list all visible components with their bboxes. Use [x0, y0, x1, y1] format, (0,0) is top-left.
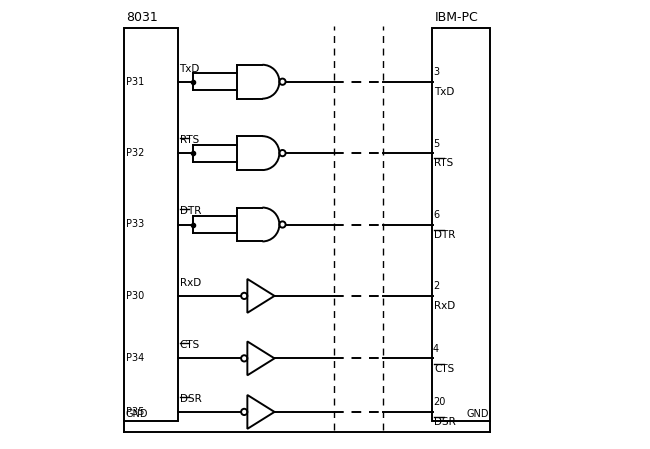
FancyBboxPatch shape	[432, 28, 490, 421]
Text: IBM-PC: IBM-PC	[434, 11, 478, 24]
Text: DTR: DTR	[434, 230, 455, 240]
FancyBboxPatch shape	[124, 28, 177, 421]
Text: RxD: RxD	[434, 301, 455, 311]
Text: 20: 20	[433, 397, 445, 407]
Text: GND: GND	[125, 409, 148, 418]
Text: P31: P31	[127, 77, 145, 87]
Text: 5: 5	[433, 139, 439, 149]
Text: RTS: RTS	[434, 158, 453, 168]
Text: GND: GND	[467, 409, 489, 418]
Text: CTS: CTS	[179, 340, 200, 350]
Text: RxD: RxD	[179, 278, 201, 288]
Text: P30: P30	[127, 291, 145, 301]
Text: 4: 4	[433, 344, 439, 354]
Text: 2: 2	[433, 282, 439, 291]
Text: RTS: RTS	[179, 135, 199, 145]
Text: DSR: DSR	[434, 417, 456, 427]
Text: P32: P32	[127, 148, 145, 158]
Text: P33: P33	[127, 220, 145, 229]
Text: P35: P35	[127, 407, 145, 417]
Text: DSR: DSR	[179, 394, 202, 404]
Text: 8031: 8031	[127, 11, 158, 24]
Text: DTR: DTR	[179, 207, 201, 216]
Text: 3: 3	[433, 67, 439, 77]
Text: 6: 6	[433, 210, 439, 220]
Text: CTS: CTS	[434, 364, 454, 374]
Text: TxD: TxD	[434, 87, 454, 97]
Text: TxD: TxD	[179, 64, 200, 74]
Text: P34: P34	[127, 353, 145, 363]
